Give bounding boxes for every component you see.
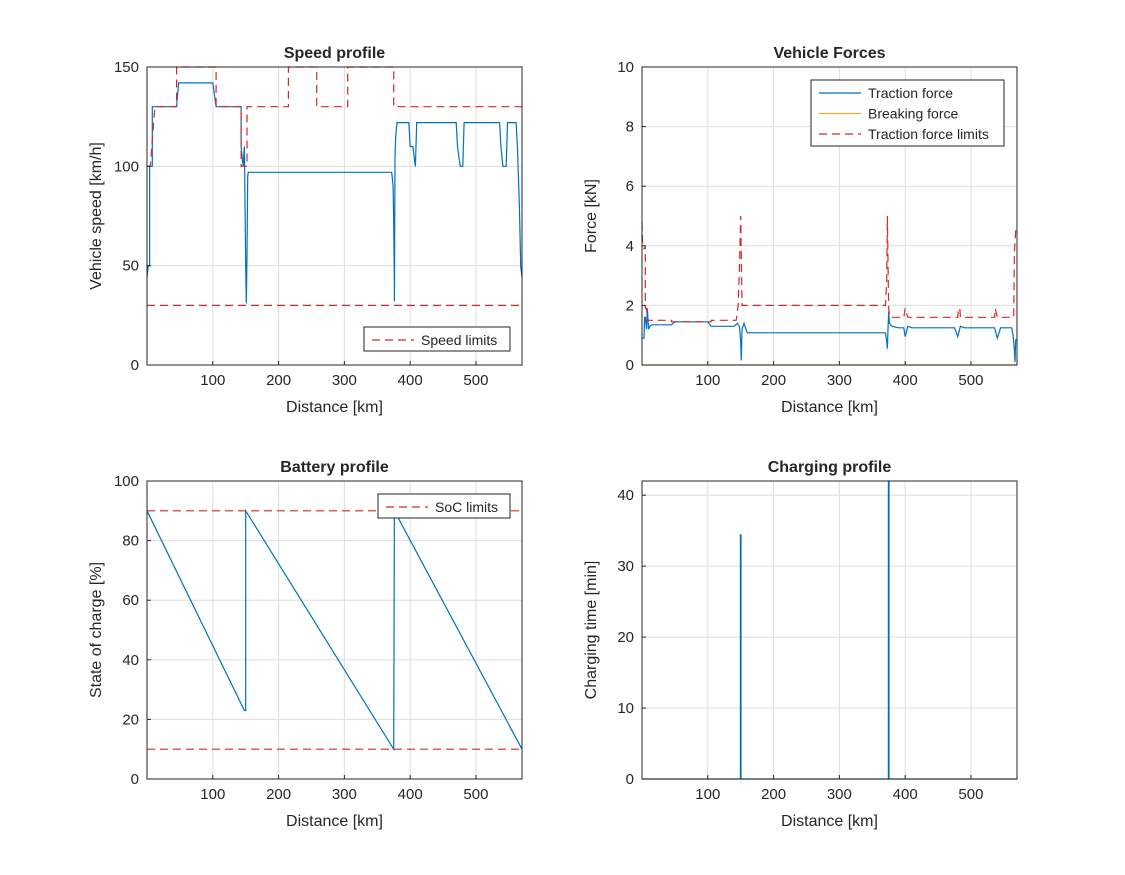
y-tick-label: 40 bbox=[122, 652, 139, 669]
x-tick-label: 400 bbox=[893, 372, 918, 389]
plot-area bbox=[147, 67, 522, 365]
axes-box bbox=[146, 66, 523, 366]
x-tick-label: 200 bbox=[266, 372, 291, 389]
x-tick-label: 300 bbox=[332, 372, 357, 389]
y-tick-label: 50 bbox=[122, 258, 139, 275]
y-tick-label: 20 bbox=[122, 711, 139, 728]
y-tick-label: 8 bbox=[626, 119, 634, 136]
x-axis-label: Distance [km] bbox=[781, 399, 878, 416]
x-axis-label: Distance [km] bbox=[286, 813, 383, 830]
y-tick-label: 0 bbox=[626, 357, 634, 374]
y-tick-label: 40 bbox=[617, 487, 634, 504]
y-tick-label: 60 bbox=[122, 592, 139, 609]
y-tick-label: 20 bbox=[617, 629, 634, 646]
legend: Traction force Breaking force Traction for… bbox=[810, 79, 1005, 147]
y-axis-label: Vehicle speed [km/h] bbox=[88, 142, 105, 290]
chart-title: Speed profile bbox=[284, 45, 385, 62]
y-tick-label: 100 bbox=[114, 158, 139, 175]
x-tick-label: 100 bbox=[695, 372, 720, 389]
x-tick-label: 500 bbox=[958, 372, 983, 389]
x-tick-label: 500 bbox=[958, 786, 983, 803]
axes-box bbox=[146, 480, 523, 780]
x-tick-label: 300 bbox=[827, 372, 852, 389]
x-axis-label: Distance [km] bbox=[781, 813, 878, 830]
y-tick-label: 10 bbox=[617, 700, 634, 717]
plot-area bbox=[642, 481, 1017, 779]
legend-entry: SoC limits bbox=[435, 499, 498, 515]
y-axis-label: Force [kN] bbox=[583, 179, 600, 253]
x-tick-label: 500 bbox=[463, 372, 488, 389]
x-tick-label: 100 bbox=[200, 786, 225, 803]
battery-chart: 100 200 300 400 500 0 20 40 60 80 100 Battery profi… bbox=[88, 459, 523, 830]
axes-box bbox=[641, 480, 1018, 780]
x-tick-label: 500 bbox=[463, 786, 488, 803]
y-tick-label: 0 bbox=[131, 771, 139, 788]
legend: SoC limits bbox=[377, 493, 511, 519]
x-tick-label: 400 bbox=[398, 786, 423, 803]
charging-chart: 100 200 300 400 500 0 10 20 30 40 Charging profile… bbox=[583, 459, 1018, 830]
legend-entry: Speed limits bbox=[421, 332, 497, 348]
chart-title: Charging profile bbox=[768, 459, 892, 476]
y-tick-label: 0 bbox=[131, 357, 139, 374]
y-tick-label: 80 bbox=[122, 533, 139, 550]
series-speed bbox=[146, 82, 523, 304]
x-tick-label: 300 bbox=[332, 786, 357, 803]
legend: Speed limits bbox=[363, 326, 511, 352]
y-axis-label: Charging time [min] bbox=[583, 561, 600, 700]
y-tick-label: 100 bbox=[114, 473, 139, 490]
x-axis-label: Distance [km] bbox=[286, 399, 383, 416]
y-axis-label: State of charge [%] bbox=[88, 562, 105, 698]
forces-chart: 100 200 300 400 500 0 2 4 6 8 10 Vehicle Forces Dist… bbox=[583, 45, 1018, 416]
series-traction_limits bbox=[641, 215, 1017, 323]
speed-chart: 100 200 300 400 500 0 50 100 150 Speed profile Dis… bbox=[88, 45, 523, 416]
legend-box bbox=[377, 493, 511, 519]
chart-title: Vehicle Forces bbox=[773, 45, 885, 62]
y-tick-label: 6 bbox=[626, 178, 634, 195]
x-tick-label: 100 bbox=[200, 372, 225, 389]
legend-entry: Traction force bbox=[868, 85, 953, 101]
y-tick-label: 10 bbox=[617, 59, 634, 76]
legend-entry: Traction force limits bbox=[868, 126, 989, 142]
x-tick-label: 300 bbox=[827, 786, 852, 803]
x-tick-label: 400 bbox=[893, 786, 918, 803]
legend-entry: Breaking force bbox=[868, 106, 958, 122]
y-tick-label: 2 bbox=[626, 297, 634, 314]
chart-title: Battery profile bbox=[280, 459, 389, 476]
plot-area bbox=[147, 481, 522, 779]
y-tick-label: 4 bbox=[626, 238, 634, 255]
x-tick-label: 200 bbox=[266, 786, 291, 803]
x-tick-label: 100 bbox=[695, 786, 720, 803]
x-tick-label: 400 bbox=[398, 372, 423, 389]
x-tick-label: 200 bbox=[761, 786, 786, 803]
y-tick-label: 150 bbox=[114, 59, 139, 76]
y-tick-label: 30 bbox=[617, 558, 634, 575]
series-traction bbox=[642, 308, 1017, 363]
axes-box bbox=[641, 66, 1018, 366]
legend-box bbox=[363, 326, 511, 352]
y-tick-label: 0 bbox=[626, 771, 634, 788]
x-tick-label: 200 bbox=[761, 372, 786, 389]
